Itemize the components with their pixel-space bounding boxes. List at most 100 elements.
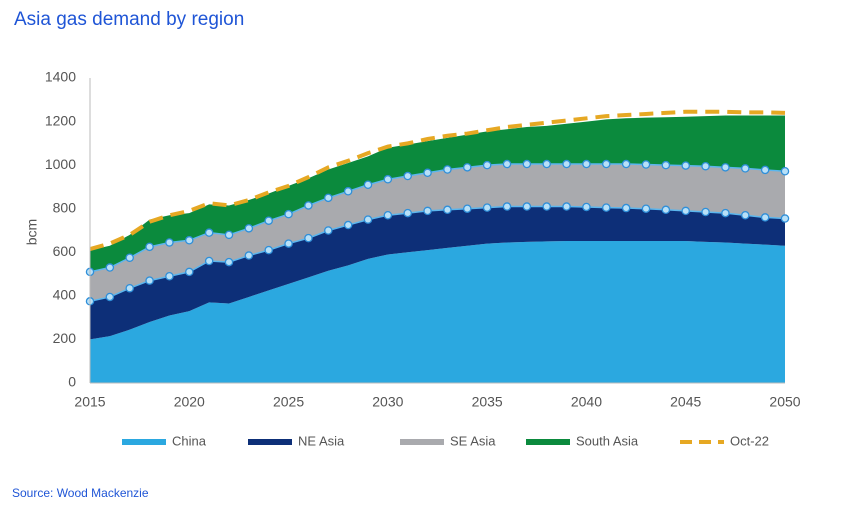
- area: [90, 240, 785, 383]
- marker: [661, 205, 671, 215]
- marker: [204, 228, 214, 237]
- marker: [244, 251, 254, 260]
- legend-label: Oct-22: [730, 433, 769, 448]
- marker: [204, 256, 214, 266]
- legend-label: SE Asia: [450, 433, 496, 448]
- marker: [760, 165, 770, 175]
- legend-label: NE Asia: [298, 433, 345, 448]
- marker: [701, 161, 710, 171]
- legend-swatch: [526, 439, 570, 445]
- area: [90, 206, 785, 340]
- marker: [185, 267, 194, 277]
- marker: [463, 204, 472, 213]
- y-tick-label: 600: [53, 243, 77, 259]
- marker: [542, 159, 551, 169]
- marker: [244, 224, 254, 233]
- legend-swatch: [122, 439, 166, 445]
- y-tick-label: 1000: [45, 156, 76, 172]
- marker: [145, 242, 154, 252]
- marker: [621, 203, 631, 213]
- marker: [125, 253, 134, 262]
- legend-swatch: [248, 439, 292, 445]
- marker: [542, 202, 551, 211]
- marker: [105, 263, 115, 272]
- marker: [562, 159, 571, 169]
- y-tick-label: 200: [53, 330, 77, 346]
- marker: [363, 215, 373, 224]
- y-tick-label: 0: [68, 374, 76, 390]
- y-tick-label: 400: [53, 287, 77, 303]
- marker: [681, 161, 690, 170]
- marker: [741, 164, 750, 173]
- marker: [463, 163, 472, 172]
- marker: [284, 239, 293, 248]
- x-tick-label: 2025: [273, 394, 304, 410]
- marker: [304, 233, 313, 243]
- marker: [363, 180, 373, 189]
- marker: [701, 207, 710, 217]
- marker: [482, 203, 492, 212]
- marker: [502, 159, 512, 169]
- forecast-line: [89, 109, 786, 251]
- marker: [324, 226, 333, 235]
- marker: [602, 203, 611, 212]
- marker: [165, 271, 174, 281]
- marker: [284, 209, 293, 219]
- x-tick-label: 2020: [174, 394, 205, 410]
- x-tick-label: 2035: [472, 394, 503, 410]
- marker: [165, 238, 174, 247]
- marker: [403, 208, 412, 218]
- source: Source: Wood Mackenzie: [12, 486, 149, 500]
- marker: [423, 168, 432, 178]
- y-tick-label: 800: [53, 199, 77, 215]
- marker: [403, 171, 412, 181]
- marker: [324, 193, 333, 203]
- marker: [443, 165, 452, 174]
- y-tick-label: 1200: [45, 112, 76, 128]
- marker: [383, 175, 393, 184]
- chart-title: Asia gas demand by region: [14, 9, 244, 30]
- y-axis-label: bcm: [24, 219, 40, 245]
- marker: [621, 159, 631, 169]
- legend-swatch: [400, 439, 444, 445]
- area: [90, 115, 785, 272]
- marker: [602, 159, 611, 169]
- marker: [482, 160, 492, 170]
- marker: [721, 163, 730, 172]
- marker: [522, 159, 532, 169]
- marker: [681, 206, 690, 216]
- marker: [343, 187, 353, 196]
- legend-label: South Asia: [576, 433, 639, 448]
- marker: [641, 160, 651, 169]
- marker: [383, 210, 393, 220]
- marker: [522, 202, 532, 211]
- legend-label: China: [172, 433, 207, 448]
- marker: [224, 230, 234, 240]
- marker: [145, 276, 154, 285]
- marker: [721, 208, 730, 218]
- x-tick-label: 2050: [769, 394, 800, 410]
- marker: [502, 202, 512, 211]
- x-tick-label: 2045: [670, 394, 701, 410]
- x-tick-label: 2030: [372, 394, 403, 410]
- marker: [780, 214, 790, 223]
- marker: [741, 210, 750, 220]
- marker: [423, 206, 432, 216]
- marker: [780, 166, 790, 176]
- marker: [185, 236, 194, 245]
- marker: [304, 201, 313, 210]
- marker: [562, 202, 571, 211]
- marker: [224, 257, 234, 267]
- x-tick-label: 2040: [571, 394, 602, 410]
- marker: [760, 213, 770, 222]
- marker: [105, 292, 115, 302]
- area: [90, 164, 785, 302]
- marker: [641, 204, 651, 213]
- marker: [661, 160, 671, 170]
- marker: [264, 245, 273, 255]
- x-tick-label: 2015: [74, 394, 105, 410]
- marker: [443, 205, 452, 215]
- marker: [264, 216, 273, 225]
- y-tick-label: 1400: [45, 69, 76, 85]
